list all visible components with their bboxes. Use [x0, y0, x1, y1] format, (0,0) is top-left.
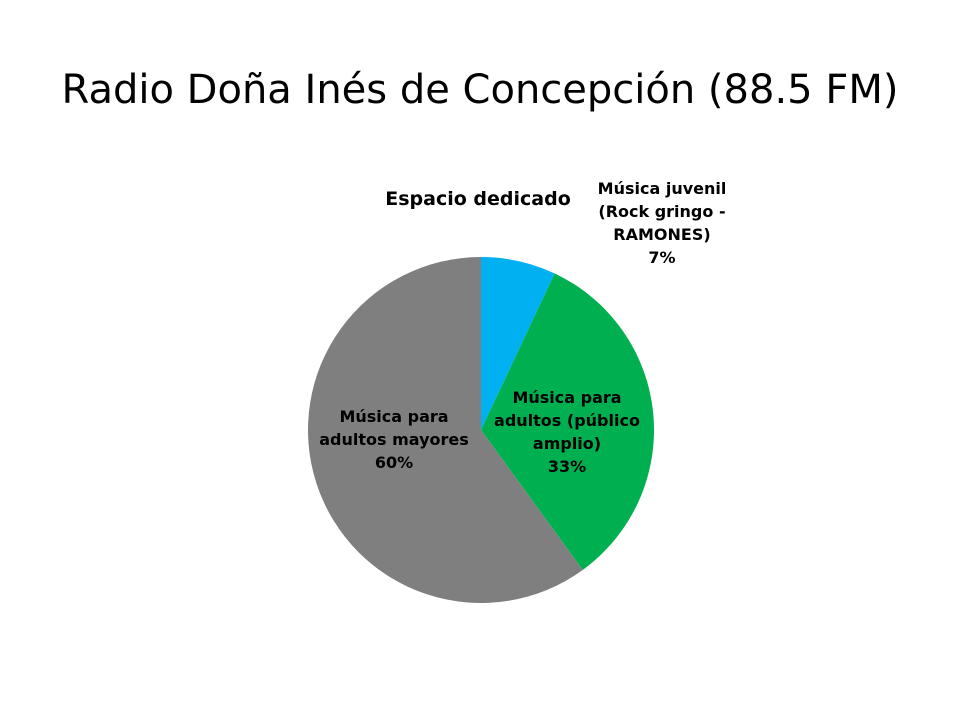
slice-label-1: Música juvenil (Rock gringo - RAMONES) 7%: [598, 179, 727, 267]
pie-slice-3: [307, 257, 583, 603]
pie-data-labels: Música juvenil (Rock gringo -RAMONES) 7%Mú…: [319, 179, 726, 476]
slice-category-label: adultos (público: [494, 411, 640, 430]
slice-category-label: adultos mayores: [319, 430, 469, 449]
slice-category-label: Música para: [339, 407, 448, 426]
slice-percent-label: 7%: [648, 248, 675, 267]
slice-percent-label: 60%: [375, 453, 413, 472]
slice-percent-label: 33%: [548, 457, 586, 476]
slice-category-label: RAMONES): [613, 225, 710, 244]
pie-slice-2: [481, 273, 654, 570]
slice-category-label: Música juvenil: [598, 179, 727, 198]
pie-slices: [307, 257, 654, 603]
slice-category-label: (Rock gringo -: [598, 202, 725, 221]
slice-label-3: Música para adultos mayores 60%: [319, 407, 469, 472]
slice-category-label: Música para: [512, 388, 621, 407]
slice-label-2: Música para adultos (público amplio) 33%: [494, 388, 640, 476]
slide-title: Radio Doña Inés de Concepción (88.5 FM): [61, 67, 899, 113]
pie-slice-1: [481, 257, 555, 430]
slice-category-label: amplio): [533, 434, 601, 453]
chart-title: Espacio dedicado: [385, 188, 571, 210]
